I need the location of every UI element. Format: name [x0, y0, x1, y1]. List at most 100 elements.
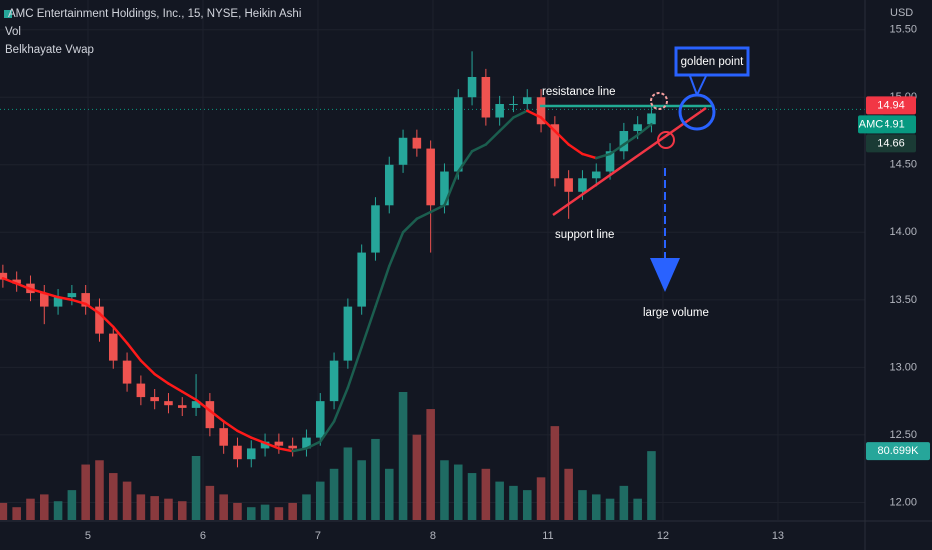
candle-body [81, 293, 90, 307]
volume-bar [12, 507, 21, 520]
drawings: resistance line support line large volum… [540, 46, 750, 319]
candle-body [219, 428, 228, 446]
volume-bar [288, 502, 297, 520]
candle-body [509, 104, 518, 105]
volume-bar [164, 498, 173, 520]
candle-body [647, 113, 656, 125]
x-tick-label: 8 [430, 530, 436, 542]
symbol-label: AMC [859, 118, 884, 130]
volume-badge-label: 80.699K [878, 445, 920, 457]
vwap-segment [553, 129, 570, 146]
vwap-segment [484, 129, 501, 146]
volume-bar [191, 456, 201, 520]
volume-bar [39, 494, 49, 520]
vwap-segment [539, 116, 557, 133]
candle-body [191, 401, 201, 408]
vwap-segment [15, 282, 32, 291]
legend-title: AMC Entertainment Holdings, Inc., 15, NY… [8, 8, 301, 20]
volume-bar [509, 485, 518, 520]
candle-body [564, 178, 573, 192]
volume-bar [246, 507, 256, 520]
volume-bar [205, 485, 215, 520]
candle-body [122, 360, 132, 384]
red-circle [657, 131, 675, 149]
volume-bar [343, 447, 353, 520]
x-tick-label: 5 [85, 530, 91, 542]
vwap-segment [43, 291, 60, 299]
vwap-segment [208, 409, 225, 423]
x-tick-label: 12 [657, 530, 669, 542]
candle-body [205, 401, 215, 429]
volume-bar [495, 481, 504, 520]
vwap-segment [498, 116, 515, 133]
vwap-segment [291, 447, 308, 453]
pink-circle [650, 92, 668, 110]
candle-body [481, 76, 491, 118]
volume-bar [605, 498, 615, 520]
x-tick-label: 13 [772, 530, 784, 542]
volume-bar [274, 507, 284, 520]
volume-bar [357, 460, 366, 520]
candle-body [357, 252, 366, 307]
price-badge-label: 14.94 [877, 99, 905, 111]
volume-bar [426, 409, 435, 520]
vwap-segment [346, 345, 363, 389]
vwap-segment [622, 133, 639, 146]
price-badge-label: 14.66 [877, 137, 905, 149]
vwap-segment [595, 152, 612, 160]
vwap-segment [84, 302, 101, 315]
volume-bar [440, 460, 449, 520]
vwap-segment [429, 204, 446, 214]
vwap-segment [374, 264, 391, 308]
x-tick-label: 6 [200, 530, 206, 542]
vwap-segment [98, 312, 115, 329]
candle-body [591, 171, 601, 179]
vwap-segment [319, 420, 336, 443]
volume-pane [0, 392, 656, 520]
vwap-segment [250, 436, 267, 445]
support-line [552, 106, 707, 217]
volume-bar [371, 438, 380, 520]
volume-bar [412, 434, 422, 520]
y-tick-label: 14.00 [889, 226, 917, 238]
volume-bar [0, 502, 8, 520]
axes: 12.0012.5013.0013.5014.0014.5015.0015.50… [85, 24, 930, 542]
candles [0, 51, 656, 468]
candle-body [619, 131, 629, 152]
connector [689, 75, 698, 96]
volume-bar [177, 501, 187, 520]
candle-body [536, 97, 546, 125]
volume-bar [550, 426, 560, 520]
candle-body [177, 405, 187, 408]
vwap-segment [636, 123, 653, 137]
candle-body [67, 293, 77, 298]
candle-body [371, 205, 380, 253]
candle-body [260, 441, 270, 449]
vwap-segment [139, 359, 156, 376]
candle-body [398, 137, 408, 165]
volume-bar [108, 473, 118, 520]
vwap-segment [526, 109, 543, 119]
vwap-segment [167, 382, 184, 393]
vwap-segment [415, 210, 432, 221]
vwap-segment [112, 325, 129, 345]
vwap-segment [263, 441, 281, 450]
x-tick-label: 7 [315, 530, 321, 542]
vwap-segment [236, 429, 253, 439]
candle-body [136, 383, 146, 398]
legend-icon [4, 10, 12, 18]
vwap-segment [443, 170, 460, 207]
legend-vwap: Belkhayate Vwap [5, 44, 94, 56]
volume-bar [302, 494, 311, 520]
candle-body [288, 445, 297, 449]
volume-bar [619, 485, 629, 520]
symbol-badge [858, 115, 885, 134]
vwap-segment [56, 295, 74, 302]
candle-body [453, 97, 463, 172]
volume-bar [26, 498, 35, 520]
vwap-segment [277, 447, 294, 453]
candle-body [384, 164, 394, 206]
candle-body [246, 448, 256, 460]
